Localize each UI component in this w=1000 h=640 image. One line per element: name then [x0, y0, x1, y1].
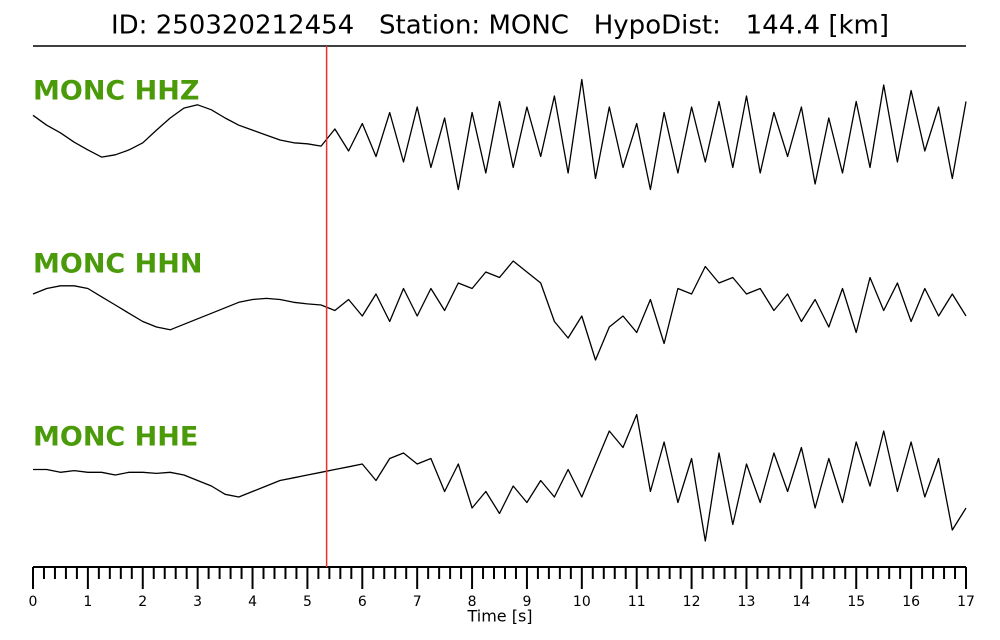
trace-label: MONC HHE [33, 422, 198, 453]
trace-label: MONC HHZ [33, 76, 199, 107]
x-axis-label: Time [s] [466, 607, 532, 626]
chart-title: ID: 250320212454 Station: MONC HypoDist:… [111, 11, 889, 41]
x-tick-label: 14 [792, 594, 810, 610]
trace [32, 78, 967, 191]
x-tick-label: 11 [628, 594, 646, 610]
x-tick-label: 1 [83, 594, 92, 610]
x-tick-label: 5 [303, 594, 312, 610]
x-tick-label: 13 [738, 594, 756, 610]
x-tick-label: 16 [902, 594, 920, 610]
x-tick-label: 2 [138, 594, 147, 610]
x-tick-label: 3 [193, 594, 202, 610]
x-tick-label: 9 [522, 594, 531, 610]
trace-label: MONC HHN [33, 249, 202, 280]
trace [32, 260, 967, 361]
x-tick-label: 17 [957, 594, 975, 610]
x-tick-label: 10 [573, 594, 591, 610]
x-tick-label: 7 [413, 594, 422, 610]
x-tick-label: 4 [248, 594, 257, 610]
x-tick-label: 15 [847, 594, 865, 610]
x-tick-label: 8 [468, 594, 477, 610]
x-tick-label: 12 [683, 594, 701, 610]
x-tick-label: 6 [358, 594, 367, 610]
trace [33, 413, 967, 542]
x-tick-label: 0 [29, 594, 38, 610]
